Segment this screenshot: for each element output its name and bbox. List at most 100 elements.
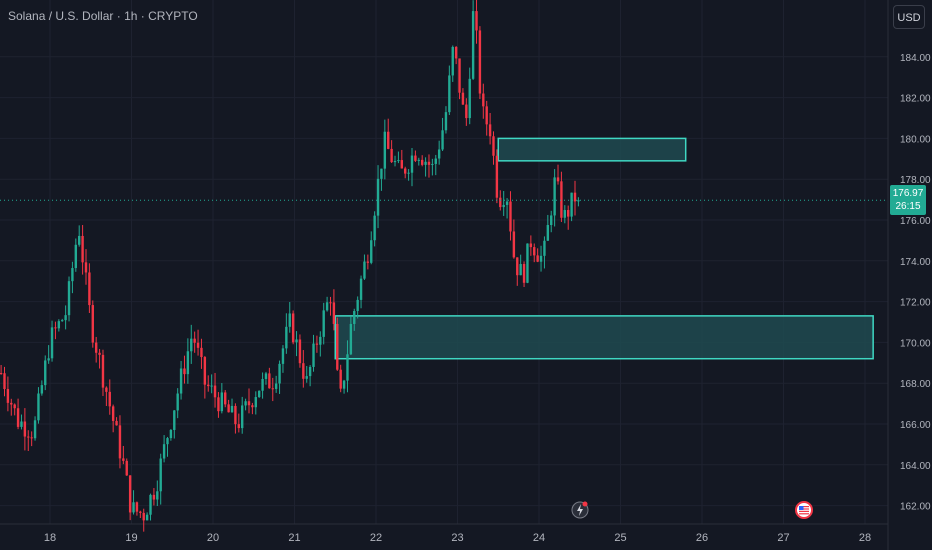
- candle-down: [465, 104, 468, 119]
- candle-down: [573, 192, 577, 202]
- candle-up: [550, 215, 553, 226]
- candle-up: [64, 315, 67, 321]
- candle-down: [128, 475, 132, 513]
- candle-up: [468, 78, 471, 119]
- us-flag-event-icon[interactable]: [794, 501, 813, 519]
- candle-down: [509, 201, 512, 232]
- candle-down: [135, 502, 139, 512]
- candle-down: [3, 373, 6, 390]
- time-tick-label: 24: [533, 532, 545, 544]
- price-tick-label: 164.00: [900, 461, 931, 472]
- candle-down: [122, 458, 125, 461]
- candle-up: [308, 366, 312, 377]
- candle-up: [539, 255, 543, 262]
- candle-up: [295, 339, 298, 343]
- candle-down: [458, 58, 461, 93]
- candle-up: [471, 11, 475, 79]
- price-tick-label: 176.00: [900, 216, 931, 227]
- countdown-timer: 26:15: [895, 201, 921, 213]
- candle-down: [196, 342, 200, 348]
- price-tick-label: 182.00: [900, 94, 931, 105]
- candle-down: [105, 387, 108, 392]
- candle-down: [108, 391, 111, 407]
- candle-down: [315, 343, 319, 345]
- candle-up: [278, 363, 281, 384]
- candle-up: [444, 112, 448, 131]
- candle-up: [61, 320, 64, 322]
- candle-up: [434, 158, 437, 164]
- candle-up: [159, 458, 162, 492]
- candle-up: [325, 302, 329, 311]
- symbol-title[interactable]: Solana / U.S. Dollar · 1h · CRYPTO: [8, 9, 198, 23]
- candle-up: [363, 261, 366, 279]
- price-tick-label: 170.00: [900, 338, 931, 349]
- currency-button[interactable]: USD: [893, 5, 925, 29]
- candle-up: [319, 336, 322, 345]
- candle-down: [475, 11, 478, 31]
- candle-down: [227, 404, 230, 413]
- candle-down: [567, 210, 570, 217]
- candle-up: [577, 200, 580, 202]
- candle-down: [390, 148, 393, 163]
- candle-down: [139, 511, 142, 513]
- candle-down: [533, 247, 536, 256]
- candle-up: [502, 204, 505, 208]
- candle-up: [156, 491, 159, 500]
- candle-down: [339, 369, 342, 389]
- candle-up: [305, 376, 308, 379]
- candle-down: [499, 197, 502, 208]
- candle-up: [373, 215, 376, 241]
- price-tick-label: 178.00: [900, 175, 931, 186]
- candle-up: [20, 421, 23, 427]
- lightning-event-icon[interactable]: [571, 501, 589, 519]
- candle-down: [237, 424, 241, 429]
- price-tick-label: 174.00: [900, 257, 931, 268]
- candle-up: [312, 343, 315, 367]
- grid: [0, 0, 888, 524]
- candle-down: [88, 272, 91, 306]
- candle-up: [40, 385, 44, 394]
- candle-up: [448, 75, 451, 113]
- candle-down: [414, 155, 417, 161]
- candle-up: [254, 397, 257, 408]
- candle-down: [461, 92, 465, 105]
- candle-down: [91, 305, 94, 343]
- candle-up: [383, 131, 387, 169]
- candle-down: [81, 235, 84, 263]
- candle-down: [213, 385, 217, 398]
- candle-down: [271, 388, 274, 390]
- candle-down: [291, 313, 295, 343]
- price-tick-label: 180.00: [900, 134, 931, 145]
- candle-down: [454, 46, 458, 59]
- candle-up: [342, 380, 346, 389]
- time-tick-label: 23: [451, 532, 463, 544]
- candle-up: [78, 235, 81, 245]
- candle-down: [488, 124, 492, 137]
- candle-up: [563, 210, 567, 218]
- candle-up: [417, 159, 420, 161]
- candle-down: [152, 494, 156, 500]
- candle-up: [380, 168, 383, 179]
- candle-up: [149, 494, 152, 515]
- candle-up: [244, 401, 247, 406]
- candle-up: [74, 244, 78, 269]
- candle-down: [54, 327, 57, 329]
- candle-up: [346, 354, 349, 381]
- candle-up: [526, 243, 529, 283]
- time-tick-label: 27: [777, 532, 789, 544]
- candle-down: [336, 323, 339, 370]
- candle-down: [6, 389, 10, 403]
- candle-down: [203, 357, 207, 385]
- candle-down: [516, 257, 519, 276]
- price-tick-label: 184.00: [900, 53, 931, 64]
- candle-down: [560, 181, 563, 218]
- candle-up: [451, 46, 454, 76]
- candle-up: [176, 393, 179, 411]
- candle-up: [257, 390, 261, 398]
- candle-up: [285, 326, 288, 349]
- candle-up: [169, 429, 173, 439]
- candle-up: [71, 268, 74, 282]
- price-tick-label: 172.00: [900, 298, 931, 309]
